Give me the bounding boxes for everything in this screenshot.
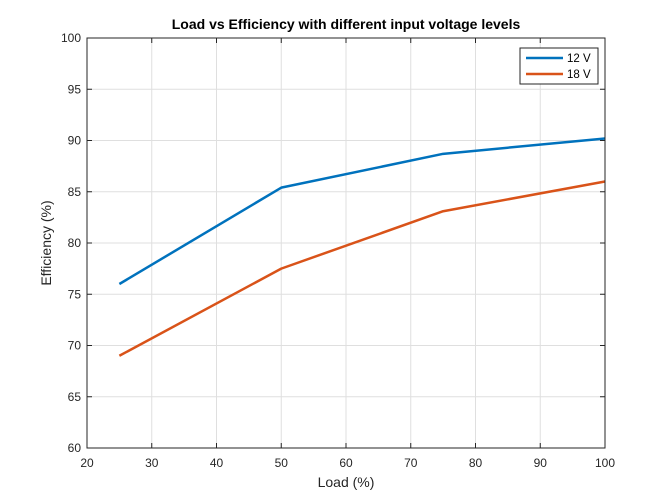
y-tick-label: 65 bbox=[68, 390, 82, 404]
y-tick-label: 95 bbox=[68, 82, 82, 96]
legend: 12 V 18 V bbox=[519, 47, 599, 85]
y-tick-label: 70 bbox=[68, 339, 82, 353]
x-tick-label: 90 bbox=[534, 456, 548, 470]
series-group bbox=[118, 137, 606, 357]
x-tick-label: 60 bbox=[339, 456, 353, 470]
x-tick-label: 40 bbox=[210, 456, 224, 470]
y-axis-ticks: 60 65 70 75 80 85 90 95 100 bbox=[61, 31, 605, 455]
y-tick-label: 100 bbox=[61, 31, 81, 45]
x-tick-label: 20 bbox=[80, 456, 94, 470]
y-tick-label: 75 bbox=[68, 287, 82, 301]
x-tick-label: 30 bbox=[145, 456, 159, 470]
legend-box bbox=[519, 47, 599, 85]
series-line-2 bbox=[118, 180, 606, 357]
x-tick-label: 70 bbox=[404, 456, 418, 470]
y-tick-label: 90 bbox=[68, 134, 82, 148]
y-tick-label: 85 bbox=[68, 185, 82, 199]
y-axis-label: Efficiency (%) bbox=[38, 200, 54, 285]
series-line-1 bbox=[118, 137, 606, 286]
legend-label-1: 12 V bbox=[567, 53, 591, 65]
x-tick-label: 80 bbox=[469, 456, 483, 470]
chart-title: Load vs Efficiency with different input … bbox=[172, 16, 521, 32]
legend-label-2: 18 V bbox=[567, 69, 591, 81]
x-tick-label: 100 bbox=[595, 456, 615, 470]
y-tick-label: 60 bbox=[68, 441, 82, 455]
grid-lines bbox=[87, 38, 605, 448]
x-tick-label: 50 bbox=[275, 456, 289, 470]
y-tick-label: 80 bbox=[68, 236, 82, 250]
x-axis-ticks: 20 30 40 50 60 70 80 90 100 bbox=[80, 38, 615, 470]
x-axis-label: Load (%) bbox=[318, 474, 375, 490]
